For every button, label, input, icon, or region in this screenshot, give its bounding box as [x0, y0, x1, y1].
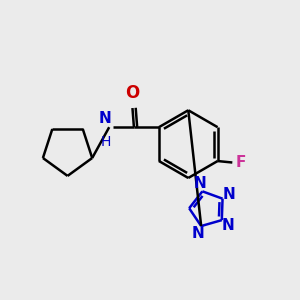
Text: H: H [101, 135, 111, 149]
Text: N: N [192, 226, 205, 241]
Text: N: N [98, 111, 111, 126]
Text: F: F [236, 155, 246, 170]
Text: O: O [125, 84, 140, 102]
Text: N: N [222, 218, 235, 233]
Text: N: N [223, 187, 236, 202]
Text: N: N [194, 176, 206, 191]
